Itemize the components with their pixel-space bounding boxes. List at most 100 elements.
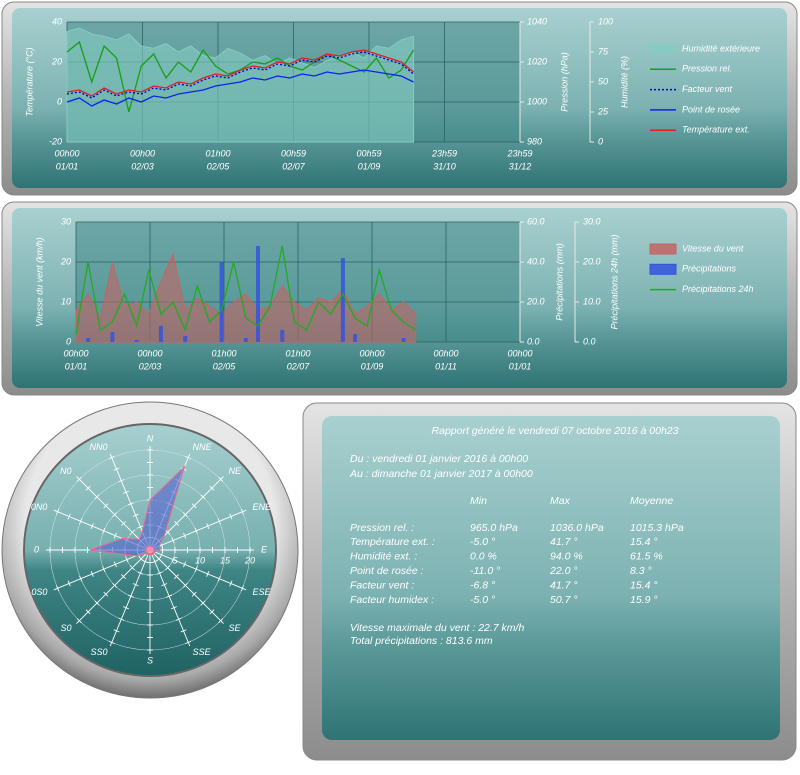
spoke-tick (206, 570, 210, 577)
bar (219, 262, 224, 342)
legend-label: Point de rosée (682, 104, 740, 114)
direction-label: 0S0 (31, 587, 47, 597)
axis-title: Température (°C) (24, 47, 34, 116)
bar (86, 338, 91, 342)
report-text: Au : dimanche 01 janvier 2017 à 00h00 (349, 468, 533, 480)
spoke-tick (90, 523, 94, 530)
spoke-tick (67, 580, 71, 587)
spoke-tick (229, 513, 233, 520)
report-text: -5.0 ° (470, 594, 495, 606)
spoke-tick (108, 640, 115, 644)
y2-tick-label: 1040 (527, 16, 547, 26)
direction-label: 0 (34, 544, 39, 554)
spoke-tick (206, 523, 210, 530)
line (66, 51, 414, 99)
direction-label: ESE (253, 587, 272, 597)
direction-label: 0N0 (31, 502, 48, 512)
x-tick-label: 02/05 (207, 161, 231, 171)
x-tick-label: 02/05 (213, 361, 237, 371)
y3-tick-label: 100 (598, 16, 613, 26)
r-tick-label: 10 (195, 555, 205, 565)
report-text: 61.5 % (630, 551, 663, 563)
report-text: -5.0 ° (470, 536, 495, 548)
x-tick-label: 00h59 (281, 148, 306, 158)
spoke-tick (171, 556, 175, 563)
bar (401, 338, 406, 342)
spoke-tick (170, 606, 177, 610)
legend-swatch (649, 243, 677, 255)
y3-tick-label: 20.0 (582, 256, 601, 266)
x-tick-label: 02/07 (282, 161, 306, 171)
legend-label: Précipitations 24h (682, 284, 754, 294)
direction-label: E (261, 544, 268, 554)
spoke-tick (165, 565, 171, 571)
x-tick-label: 01/01 (56, 161, 79, 171)
x-tick-label: 00h00 (507, 348, 532, 358)
spoke-tick (182, 512, 188, 518)
x-tick-label: 02/07 (287, 361, 311, 371)
spoke-tick (85, 609, 91, 615)
report-text: 22.0 ° (549, 565, 578, 577)
content: 00h00 01/01 00h00 02/03 01h00 02/05 00h59 02/07… (24, 16, 760, 665)
report-text: 15.4 ° (630, 536, 658, 548)
axis-title: Précipitations (mm) (554, 243, 564, 321)
spoke-tick (218, 476, 224, 482)
y-tick-label: 30 (61, 216, 71, 226)
direction-label: SE (228, 623, 241, 633)
spoke-tick (112, 582, 118, 588)
x-tick-label: 02/03 (139, 361, 162, 371)
x-tick-label: 23h59 (431, 148, 457, 158)
spoke-tick (123, 490, 130, 494)
spoke-tick (182, 582, 188, 588)
rose-area (89, 465, 186, 557)
spoke-tick (132, 513, 139, 517)
x-tick-label: 00h59 (356, 148, 381, 158)
spoke-tick (171, 537, 175, 544)
spoke-tick (102, 527, 106, 534)
spoke (149, 509, 247, 551)
y2-tick-label: 20.0 (526, 296, 545, 306)
bar (255, 246, 260, 342)
spoke-tick (175, 617, 182, 621)
direction-label: NN0 (90, 442, 108, 452)
spoke-tick (200, 494, 206, 500)
report-text: Rapport généré le vendredi 07 octobre 20… (432, 425, 679, 437)
direction-label: N (147, 433, 154, 443)
spoke-tick (103, 503, 109, 509)
spoke-tick (183, 532, 187, 539)
spoke-tick (113, 467, 120, 471)
report-text: Total précipitations : 813.6 mm (350, 635, 493, 647)
report-text: Facteur vent : (350, 579, 414, 591)
spoke-tick (174, 574, 179, 579)
report-text: Point de rosée : (350, 565, 424, 577)
y2-tick-label: 1000 (527, 96, 547, 106)
y2-tick-label: 60.0 (527, 216, 545, 226)
axis-title: Précipitations 24h (mm) (609, 234, 619, 329)
direction-label: S (147, 655, 153, 665)
bar (134, 340, 139, 342)
spoke-tick (118, 617, 125, 621)
x-tick-label: 01/01 (509, 361, 532, 371)
spoke-tick (94, 600, 100, 606)
spoke (109, 549, 151, 647)
x-tick-label: 01/09 (361, 361, 384, 371)
report-text: Température ext. : (350, 536, 435, 548)
spoke-tick (156, 571, 163, 575)
legend-label: Température ext. (682, 125, 750, 135)
y-tick-label: 20 (51, 56, 62, 66)
report-text: 50.7 ° (550, 594, 578, 606)
bar (280, 330, 285, 342)
spoke-tick (56, 508, 60, 515)
y3-tick-label: 10.0 (583, 296, 601, 306)
r-tick-label: 15 (220, 555, 231, 565)
spoke-tick (218, 618, 224, 624)
spoke (76, 476, 151, 551)
bar (158, 326, 163, 342)
y2-tick-label: 40.0 (527, 256, 545, 266)
report-text: -11.0 ° (470, 565, 500, 577)
spoke-tick (200, 600, 206, 606)
y3-tick-label: 0 (598, 136, 603, 146)
y2-tick-label: 0.0 (527, 336, 540, 346)
spoke (149, 549, 247, 591)
